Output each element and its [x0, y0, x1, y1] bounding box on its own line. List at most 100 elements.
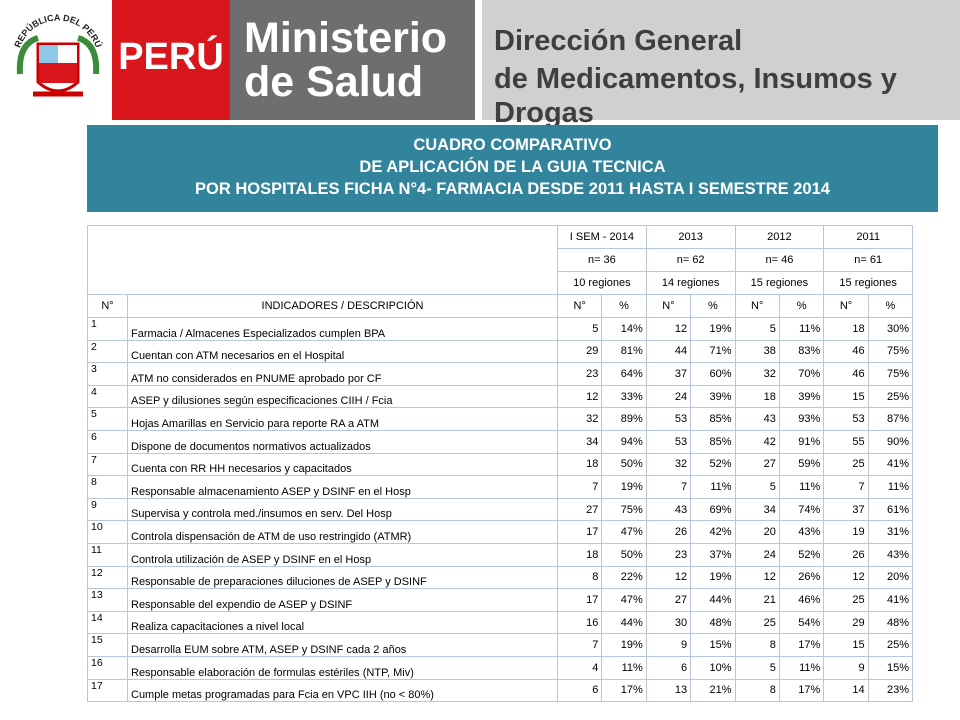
column-header: N°	[87, 294, 128, 318]
row-number: 2	[87, 339, 128, 364]
row: 13 Responsable del expendio de ASEP y DSI…	[87, 588, 914, 612]
cell: 61%	[867, 497, 914, 522]
indicator: Realiza capacitaciones a nivel local	[127, 610, 558, 635]
cell: 34	[734, 497, 780, 522]
cell: 17	[556, 520, 603, 544]
cell: 9	[823, 655, 869, 680]
cell: 20	[734, 520, 780, 544]
cell: 60%	[690, 362, 736, 386]
row-number: 12	[87, 565, 128, 590]
header-cell: I SEM - 2014	[557, 225, 647, 249]
column-header: %	[867, 294, 914, 318]
cell: 6	[556, 678, 603, 703]
row: 14 Realiza capacitaciones a nivel local 16…	[87, 610, 914, 635]
cell: 75%	[867, 339, 914, 364]
cell: 22%	[601, 565, 647, 590]
cell: 53	[645, 407, 692, 431]
row: 10 Controla dispensación de ATM de uso re…	[87, 520, 914, 544]
header-cell: 10 regiones	[557, 271, 647, 295]
row: 3 ATM no considerados en PNUME aprobado p…	[87, 362, 914, 386]
emblem: REPÚBLICA DEL PERÚ	[12, 12, 105, 97]
cell: 41%	[867, 588, 914, 612]
cell: 59%	[778, 452, 825, 477]
cell: 7	[823, 475, 869, 499]
cell: 20%	[867, 565, 914, 590]
dark-block	[230, 0, 475, 120]
row: 15 Desarrolla EUM sobre ATM, ASEP y DSINF…	[87, 633, 914, 657]
direction: Dirección General	[494, 25, 743, 57]
cell: 19	[823, 520, 869, 544]
column-header: N°	[556, 294, 603, 318]
cell: 53	[823, 407, 869, 431]
row-number: 15	[87, 633, 128, 657]
cell: 9	[645, 633, 692, 657]
cell: 8	[734, 633, 780, 657]
cell: 18	[823, 317, 869, 341]
cell: 12	[556, 384, 603, 409]
cell: 17	[556, 588, 603, 612]
cell: 32	[645, 452, 692, 477]
row-number: 13	[87, 588, 128, 612]
cell: 47%	[601, 588, 647, 612]
indicator: Supervisa y controla med./insumos en ser…	[127, 497, 558, 522]
cell: 75%	[867, 362, 914, 386]
cell: 10%	[690, 655, 736, 680]
cell: 46	[823, 339, 869, 364]
cell: 48%	[867, 610, 914, 635]
cell: 12	[734, 565, 780, 590]
row-number: 16	[87, 655, 128, 680]
cell: 17%	[778, 633, 825, 657]
row: 7 Cuenta con RR HH necesarios y capacitad…	[87, 452, 914, 477]
cell: 25	[823, 588, 869, 612]
cell: 4	[556, 655, 603, 680]
column-header: N°	[823, 294, 869, 318]
cell: 47%	[601, 520, 647, 544]
cell: 11%	[778, 475, 825, 499]
row-number: 17	[87, 678, 128, 703]
cell: 27	[734, 452, 780, 477]
cell: 15%	[867, 655, 914, 680]
indicator: Responsable elaboración de formulas esté…	[127, 655, 558, 680]
cell: 14%	[601, 317, 647, 341]
cell: 90%	[867, 429, 914, 454]
cell: 19%	[690, 565, 736, 590]
cell: 19%	[690, 317, 736, 341]
indicator: ASEP y dilusiones según especificaciones…	[127, 384, 558, 409]
cell: 83%	[778, 339, 825, 364]
cell: 7	[556, 475, 603, 499]
indicator: Controla utilización de ASEP y DSINF en …	[127, 542, 558, 567]
header-cell: n= 61	[823, 248, 914, 272]
cell: 25%	[867, 384, 914, 409]
table: I SEM - 2014 2013 2012 2011 n= 36 n= 62 n= 46 n…	[87, 225, 914, 703]
cell: 43%	[778, 520, 825, 544]
light-block	[482, 0, 960, 120]
cell: 93%	[778, 407, 825, 431]
cell: 42	[734, 429, 780, 454]
row-number: 4	[87, 384, 128, 409]
cell: 37	[645, 362, 692, 386]
cell: 12	[645, 565, 692, 590]
cell: 5	[734, 655, 780, 680]
cell: 19%	[601, 475, 647, 499]
row-number: 1	[87, 317, 128, 341]
cell: 26	[645, 520, 692, 544]
cell: 42%	[690, 520, 736, 544]
cell: 46%	[778, 588, 825, 612]
cell: 46	[823, 362, 869, 386]
cell: 29	[823, 610, 869, 635]
ministry: Ministerio	[244, 14, 448, 62]
cell: 23%	[867, 678, 914, 703]
cell: 30	[645, 610, 692, 635]
header-cell: n= 36	[557, 248, 647, 272]
cell: 34	[556, 429, 603, 454]
row: 1 Farmacia / Almacenes Especializados cum…	[87, 317, 914, 341]
cell: 85%	[690, 407, 736, 431]
title-box: CUADRO COMPARATIVO DE APLICACIÓN DE LA G…	[87, 125, 938, 212]
indicator: Responsable almacenamiento ASEP y DSINF …	[127, 475, 558, 499]
row: 5 Hojas Amarillas en Servicio para report…	[87, 407, 914, 431]
title-line: DE APLICACIÓN DE LA GUIA TECNICA	[359, 158, 666, 176]
cell: 52%	[690, 452, 736, 477]
column-header: %	[601, 294, 647, 318]
header-cell: 14 regiones	[645, 271, 736, 295]
